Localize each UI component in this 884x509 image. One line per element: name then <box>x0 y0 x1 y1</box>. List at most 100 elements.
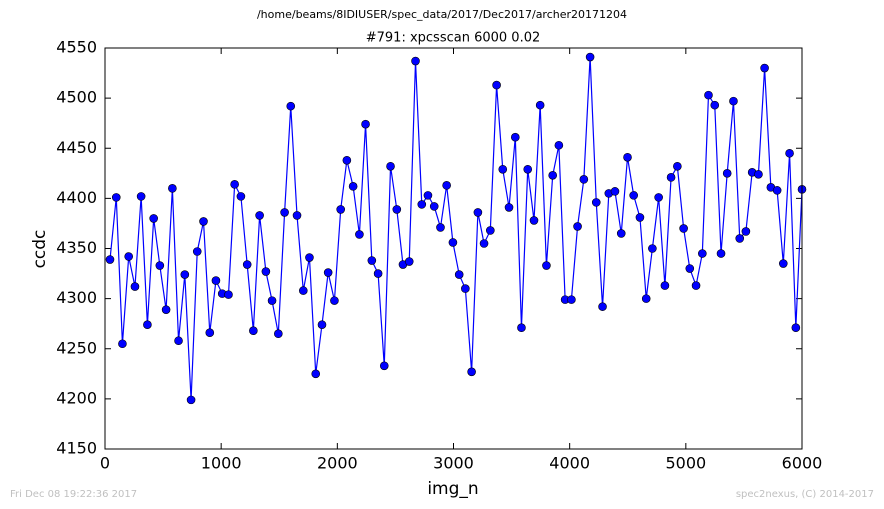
data-point <box>155 261 165 270</box>
data-point <box>448 238 458 247</box>
y-tick-label: 4450 <box>56 138 97 157</box>
data-point <box>274 329 283 339</box>
footer-right: spec2nexus, (C) 2014-2017 <box>736 489 874 500</box>
data-point <box>698 249 707 258</box>
data-point <box>292 211 302 220</box>
data-point <box>535 100 545 110</box>
data-point <box>691 281 701 290</box>
data-point <box>641 294 651 303</box>
data-point <box>772 186 782 195</box>
data-point <box>367 256 377 265</box>
data-point <box>298 286 308 295</box>
data-point <box>511 132 520 142</box>
data-point <box>230 180 239 189</box>
data-point <box>168 184 177 193</box>
y-tick-label: 4150 <box>56 439 97 458</box>
data-point <box>392 205 402 214</box>
y-tick-label: 4300 <box>56 288 97 307</box>
data-point <box>461 284 470 293</box>
x-tick-label: 6000 <box>782 454 823 473</box>
data-point <box>149 214 158 223</box>
data-point <box>118 339 127 349</box>
footer-left: Fri Dec 08 19:22:36 2017 <box>10 489 137 500</box>
data-point <box>143 320 152 329</box>
data-point <box>361 119 370 129</box>
data-point <box>598 302 607 311</box>
data-point <box>635 213 645 222</box>
data-point <box>548 171 558 180</box>
data-point <box>591 198 601 207</box>
data-point <box>666 173 676 182</box>
data-point <box>161 305 171 314</box>
y-tick-label: 4250 <box>56 338 97 357</box>
data-point <box>716 249 726 258</box>
data-point <box>417 200 427 209</box>
data-point <box>479 239 489 248</box>
data-point <box>610 187 620 196</box>
data-point <box>211 276 221 285</box>
data-point <box>523 165 533 174</box>
data-point <box>317 320 327 329</box>
data-point <box>710 100 720 110</box>
data-point <box>111 193 121 202</box>
data-point <box>236 192 246 201</box>
data-point <box>660 281 670 290</box>
data-point <box>311 369 321 379</box>
data-point <box>554 140 564 150</box>
data-point <box>673 161 682 171</box>
data-point <box>423 191 433 200</box>
data-point <box>411 56 420 66</box>
data-point <box>186 395 196 405</box>
data-point <box>529 216 539 225</box>
data-point <box>473 208 483 217</box>
data-point <box>785 148 794 158</box>
data-point <box>267 296 277 305</box>
data-point <box>486 226 495 235</box>
data-point <box>205 328 215 338</box>
data-point <box>261 267 271 276</box>
data-point <box>342 155 352 165</box>
data-point <box>336 205 346 214</box>
suptitle: /home/beams/8IDIUSER/spec_data/2017/Dec2… <box>257 8 627 21</box>
data-point <box>679 224 688 233</box>
data-point <box>286 101 296 111</box>
data-point <box>105 255 115 264</box>
data-point <box>192 247 202 256</box>
data-point <box>685 264 695 273</box>
y-tick-label: 4500 <box>56 88 97 107</box>
data-point <box>791 323 801 332</box>
data-point <box>199 217 208 226</box>
data-point <box>729 96 738 106</box>
x-tick-label: 5000 <box>665 454 706 473</box>
data-point <box>504 203 514 212</box>
y-tick-label: 4400 <box>56 188 97 207</box>
data-point <box>379 361 389 371</box>
y-tick-label: 4200 <box>56 388 97 407</box>
data-point <box>180 270 190 279</box>
data-point <box>629 191 638 200</box>
data-point <box>467 367 476 377</box>
data-point <box>174 336 183 346</box>
data-point <box>567 295 576 304</box>
data-point <box>429 202 439 211</box>
data-point <box>616 229 626 238</box>
data-point <box>778 259 788 268</box>
data-point <box>648 244 657 253</box>
x-tick-label: 1000 <box>201 454 242 473</box>
data-point <box>130 282 140 291</box>
data-point <box>735 234 745 243</box>
data-point <box>255 211 264 220</box>
y-tick-label: 4550 <box>56 38 97 57</box>
chart-title: #791: xpcsscan 6000 0.02 <box>366 31 541 46</box>
data-point <box>704 90 713 100</box>
y-axis-label: ccdc <box>30 230 50 269</box>
data-point <box>579 175 589 184</box>
data-point <box>330 296 339 305</box>
data-point <box>573 222 582 231</box>
data-point <box>404 257 414 266</box>
data-point <box>305 253 314 262</box>
data-point <box>442 181 451 190</box>
data-point <box>754 170 763 179</box>
plot-frame <box>104 47 803 450</box>
